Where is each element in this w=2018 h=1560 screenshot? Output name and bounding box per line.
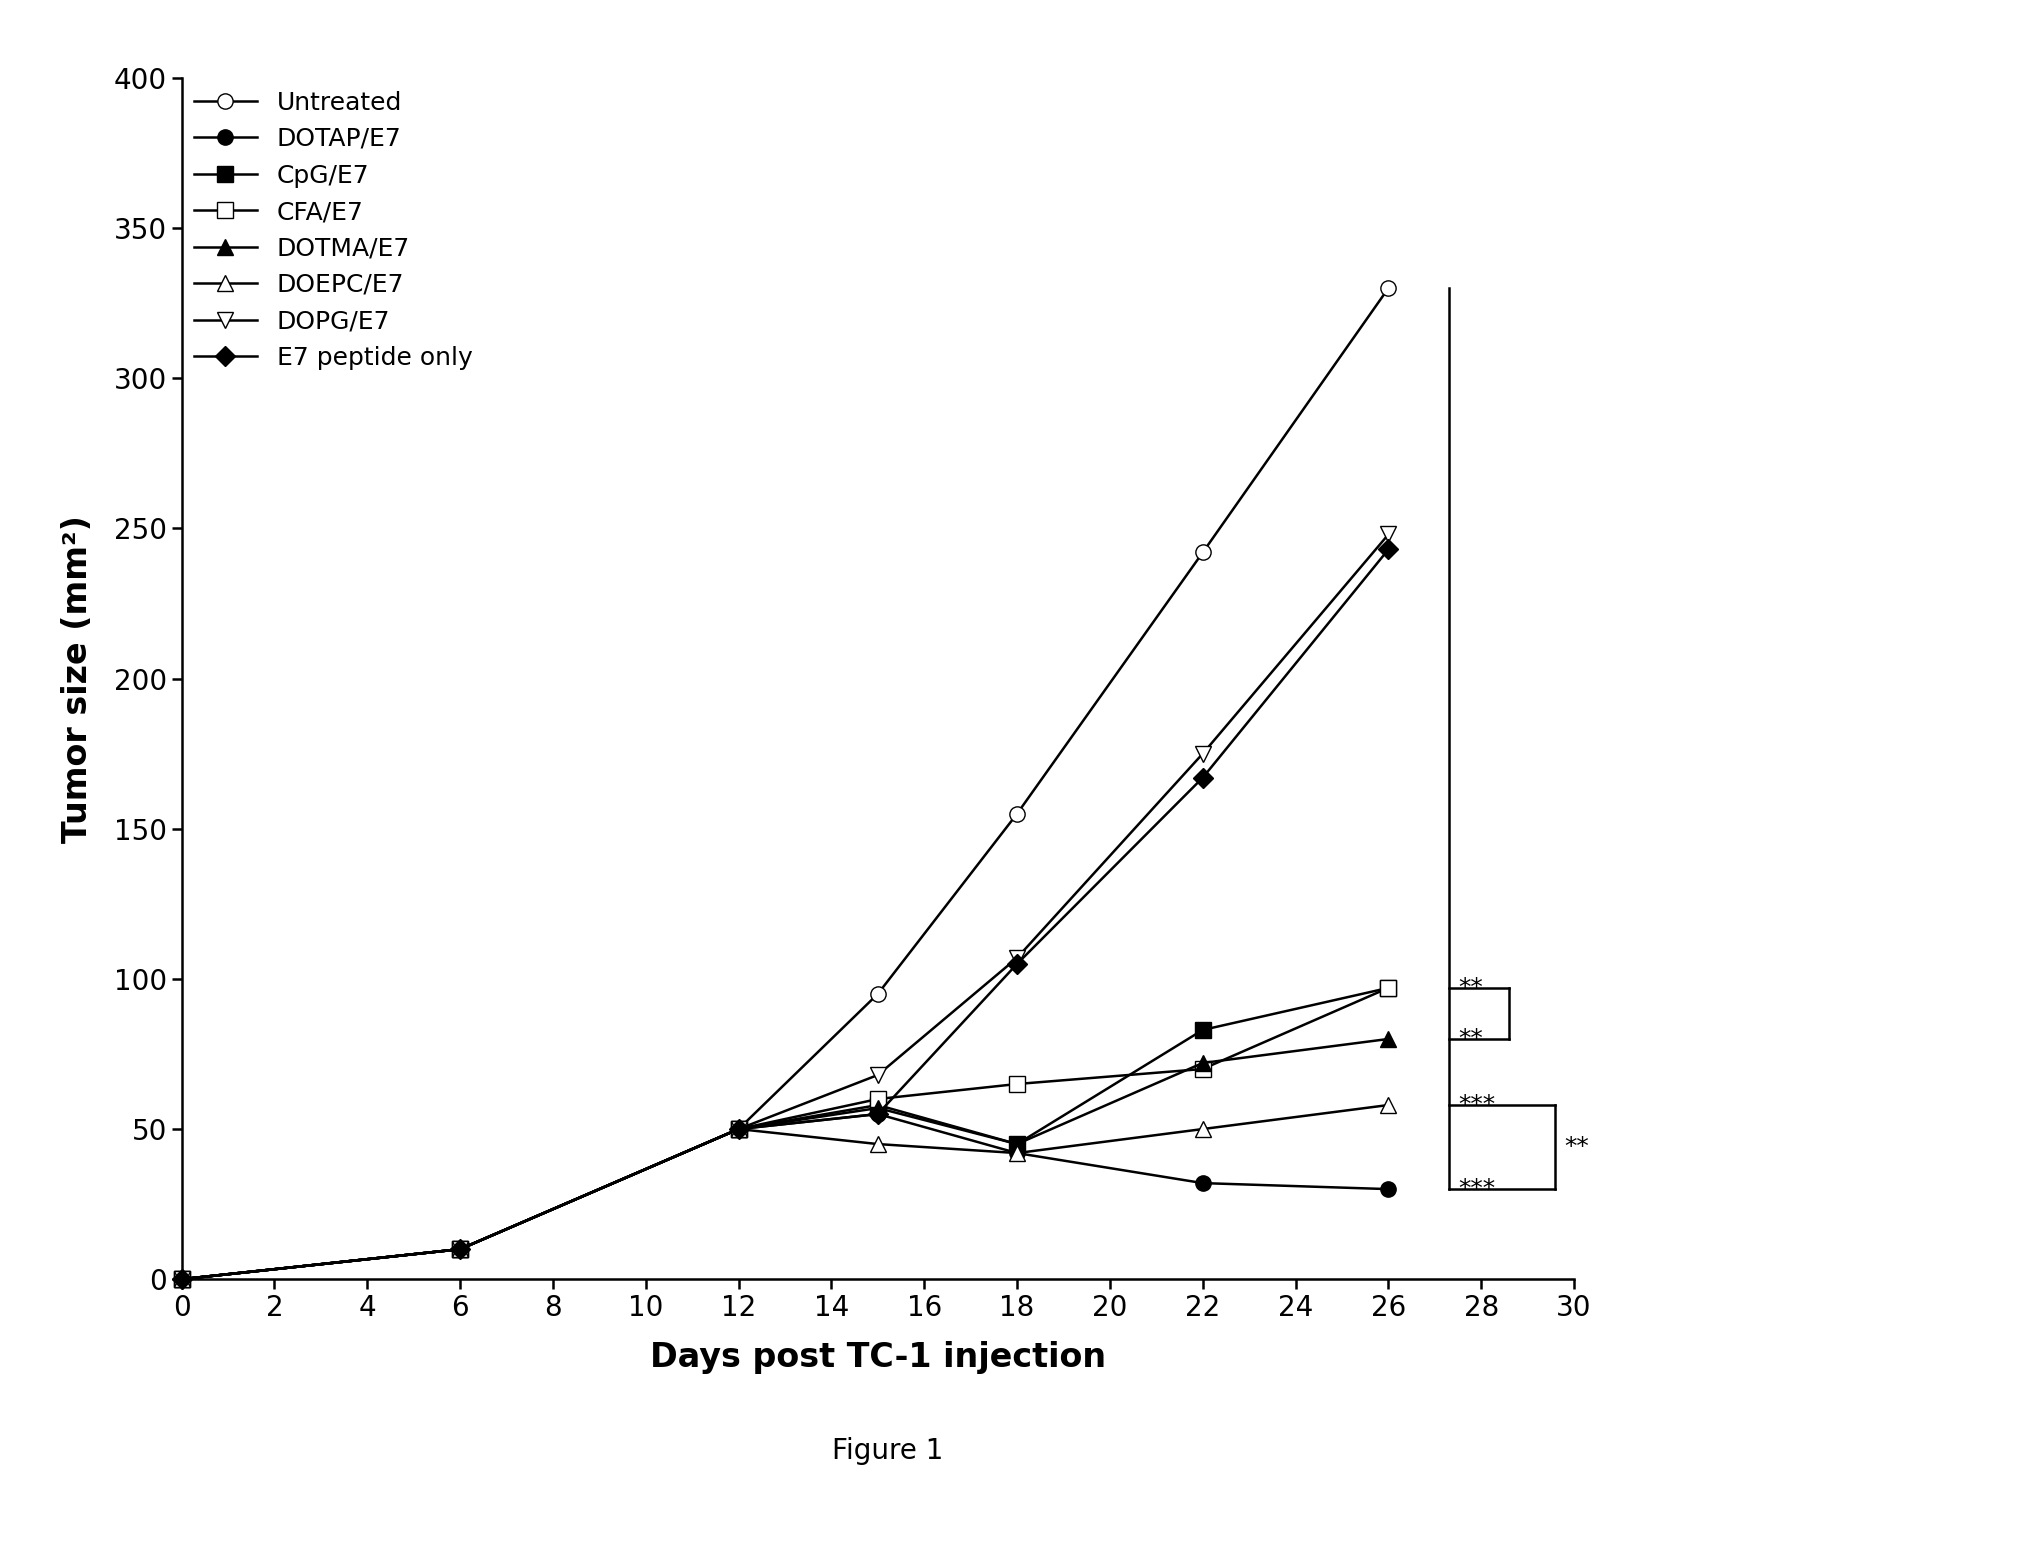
CpG/E7 <box>1005 1134 1029 1153</box>
Legend: Untreated, DOTAP/E7, CpG/E7, CFA/E7, DOTMA/E7, DOEPC/E7, DOPG/E7, E7 peptide onl: Untreated, DOTAP/E7, CpG/E7, CFA/E7, DOT… <box>194 90 472 370</box>
Untreated <box>1005 805 1029 824</box>
Line: CFA/E7: CFA/E7 <box>174 980 1396 1287</box>
Y-axis label: Tumor size (mm²): Tumor size (mm²) <box>61 515 95 842</box>
DOEPC/E7 <box>170 1270 194 1289</box>
E7 peptide only <box>726 1120 751 1139</box>
DOPG/E7 <box>726 1120 751 1139</box>
DOEPC/E7 <box>1376 1095 1400 1114</box>
DOTAP/E7 <box>726 1120 751 1139</box>
E7 peptide only <box>866 1104 890 1123</box>
Untreated <box>866 984 890 1003</box>
DOTMA/E7 <box>170 1270 194 1289</box>
DOEPC/E7 <box>1191 1120 1215 1139</box>
DOEPC/E7 <box>726 1120 751 1139</box>
DOTAP/E7 <box>170 1270 194 1289</box>
Text: ***: *** <box>1457 1094 1495 1117</box>
Text: **: ** <box>1457 977 1483 1000</box>
Line: E7 peptide only: E7 peptide only <box>176 543 1394 1285</box>
DOPG/E7 <box>1191 744 1215 763</box>
DOEPC/E7 <box>866 1134 890 1153</box>
E7 peptide only <box>1191 769 1215 788</box>
CFA/E7 <box>866 1090 890 1109</box>
CpG/E7 <box>1376 978 1400 997</box>
DOPG/E7 <box>1376 526 1400 544</box>
DOTAP/E7 <box>448 1240 472 1259</box>
CFA/E7 <box>1191 1059 1215 1078</box>
Untreated <box>170 1270 194 1289</box>
DOTAP/E7 <box>1191 1173 1215 1192</box>
Untreated <box>1376 279 1400 298</box>
Line: DOTAP/E7: DOTAP/E7 <box>174 1106 1396 1287</box>
Untreated <box>726 1120 751 1139</box>
DOTMA/E7 <box>726 1120 751 1139</box>
DOTAP/E7 <box>866 1104 890 1123</box>
CpG/E7 <box>448 1240 472 1259</box>
Text: **: ** <box>1457 1026 1483 1051</box>
E7 peptide only <box>448 1240 472 1259</box>
E7 peptide only <box>1005 955 1029 973</box>
CpG/E7 <box>726 1120 751 1139</box>
E7 peptide only <box>1376 540 1400 558</box>
DOPG/E7 <box>170 1270 194 1289</box>
DOPG/E7 <box>1005 948 1029 967</box>
DOPG/E7 <box>448 1240 472 1259</box>
Line: Untreated: Untreated <box>174 281 1396 1287</box>
E7 peptide only <box>170 1270 194 1289</box>
Line: CpG/E7: CpG/E7 <box>174 980 1396 1287</box>
Untreated <box>1191 543 1215 562</box>
Line: DOEPC/E7: DOEPC/E7 <box>174 1097 1396 1287</box>
Text: ***: *** <box>1457 1178 1495 1201</box>
DOTAP/E7 <box>1376 1179 1400 1198</box>
CpG/E7 <box>866 1095 890 1114</box>
DOTMA/E7 <box>1005 1134 1029 1153</box>
X-axis label: Days post TC-1 injection: Days post TC-1 injection <box>650 1342 1106 1374</box>
CFA/E7 <box>1005 1075 1029 1094</box>
DOPG/E7 <box>866 1065 890 1084</box>
CpG/E7 <box>1191 1020 1215 1039</box>
DOTMA/E7 <box>1191 1053 1215 1072</box>
CFA/E7 <box>448 1240 472 1259</box>
DOEPC/E7 <box>1005 1143 1029 1162</box>
DOEPC/E7 <box>448 1240 472 1259</box>
Text: **: ** <box>1564 1136 1590 1159</box>
Line: DOPG/E7: DOPG/E7 <box>174 527 1396 1287</box>
Untreated <box>448 1240 472 1259</box>
DOTAP/E7 <box>1005 1143 1029 1162</box>
CFA/E7 <box>170 1270 194 1289</box>
DOTMA/E7 <box>448 1240 472 1259</box>
CFA/E7 <box>726 1120 751 1139</box>
CFA/E7 <box>1376 978 1400 997</box>
Line: DOTMA/E7: DOTMA/E7 <box>174 1031 1396 1287</box>
DOTMA/E7 <box>866 1098 890 1117</box>
CpG/E7 <box>170 1270 194 1289</box>
Text: Figure 1: Figure 1 <box>831 1437 944 1465</box>
DOTMA/E7 <box>1376 1030 1400 1048</box>
